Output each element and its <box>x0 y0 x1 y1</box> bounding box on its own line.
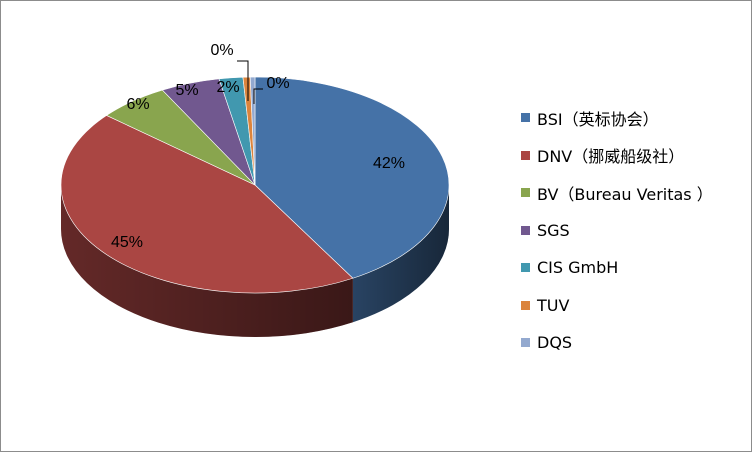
legend-swatch <box>521 338 530 348</box>
legend-swatch <box>521 300 530 310</box>
data-label-4: 2% <box>216 79 239 96</box>
data-label-0: 42% <box>373 155 405 172</box>
legend-item-dqs: DQS <box>521 324 746 362</box>
legend-item-dnv: DNV（挪威船级社） <box>521 137 746 175</box>
legend-item-bsi: BSI（英标协会） <box>521 99 746 137</box>
data-label-1: 45% <box>111 234 143 251</box>
data-label-6: 0% <box>266 75 289 92</box>
pie-sides <box>60 185 449 337</box>
legend: BSI（英标协会） DNV（挪威船级社） BV（Bureau Veritas ）… <box>521 99 746 362</box>
data-label-5: 0% <box>210 42 233 59</box>
pie-slice-0 <box>254 76 450 279</box>
legend-label: SGS <box>537 220 570 240</box>
data-label-3: 5% <box>175 82 198 99</box>
legend-swatch <box>521 113 530 123</box>
leader-line-tuv <box>237 60 249 101</box>
legend-swatch <box>521 150 530 160</box>
legend-item-sgs: SGS <box>521 212 746 250</box>
legend-item-cis: CIS GmbH <box>521 249 746 287</box>
legend-swatch <box>521 188 530 198</box>
legend-label: CIS GmbH <box>537 258 619 278</box>
legend-label: TUV <box>537 295 570 315</box>
pie-side-shade-1 <box>60 185 353 337</box>
pie-side-shade-0 <box>352 185 449 323</box>
legend-label: BV（Bureau Veritas ） <box>537 184 713 204</box>
pie-top <box>60 76 450 294</box>
legend-swatch <box>521 225 530 235</box>
legend-label: DNV（挪威船级社） <box>537 147 685 167</box>
pie-labels: 42% 45% 6% 5% 2% 0% 0% <box>111 42 405 251</box>
data-label-2: 6% <box>126 96 149 113</box>
leader-line-dqs <box>253 88 263 104</box>
pie-slice-1 <box>60 115 354 294</box>
legend-label: DQS <box>537 333 573 353</box>
legend-item-bv: BV（Bureau Veritas ） <box>521 174 746 212</box>
legend-label: BSI（英标协会） <box>537 109 659 129</box>
legend-item-tuv: TUV <box>521 287 746 325</box>
legend-swatch <box>521 263 530 273</box>
